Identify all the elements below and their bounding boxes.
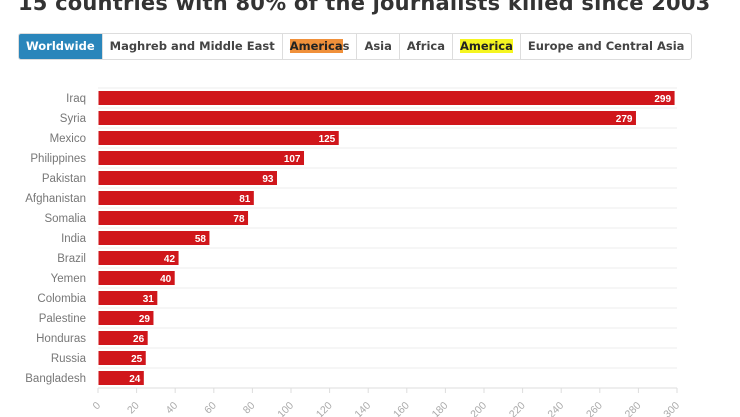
bar	[97, 210, 250, 226]
x-tick-label: 120	[314, 400, 335, 417]
x-tick-label: 140	[352, 400, 373, 417]
data-label: 279	[616, 114, 633, 125]
x-tick-label: 260	[584, 400, 605, 417]
category-label: Colombia	[37, 293, 86, 305]
tab-europe-central-asia[interactable]: Europe and Central Asia	[527, 39, 685, 53]
bar	[97, 190, 255, 206]
region-tabs: Worldwide Maghreb and Middle East Americ…	[18, 33, 693, 60]
category-label: Mexico	[50, 133, 86, 145]
category-label: Philippines	[30, 153, 86, 165]
x-tick-label: 80	[241, 400, 258, 417]
x-tick-label: 200	[468, 400, 489, 417]
x-tick-label: 40	[164, 400, 181, 417]
x-tick-label: 280	[623, 400, 644, 417]
category-label: Afghanistan	[25, 193, 86, 205]
data-label: 25	[131, 354, 143, 365]
data-label: 299	[654, 94, 671, 105]
data-label: 31	[143, 294, 155, 305]
bar	[97, 170, 278, 186]
category-label: India	[61, 233, 87, 245]
x-tick-label: 180	[430, 400, 451, 417]
search-highlight: America	[459, 39, 513, 53]
data-label: 125	[319, 134, 336, 145]
bar	[97, 350, 147, 366]
x-tick-label: 240	[545, 400, 566, 417]
category-label: Honduras	[36, 333, 86, 345]
x-tick-label: 100	[275, 400, 296, 417]
tab-america[interactable]: America	[453, 34, 521, 59]
category-label: Yemen	[51, 273, 86, 285]
bar	[97, 110, 637, 126]
chart-title: 15 countries with 80% of the journalists…	[18, 0, 711, 15]
bar	[97, 90, 676, 106]
data-label: 24	[129, 374, 141, 385]
category-label: Palestine	[39, 313, 86, 325]
bar	[97, 370, 145, 386]
data-label: 40	[160, 274, 172, 285]
category-label: Somalia	[44, 213, 86, 225]
tab-worldwide[interactable]: Worldwide	[19, 34, 103, 59]
x-tick-label: 220	[507, 400, 528, 417]
tab-maghreb-middle-east[interactable]: Maghreb and Middle East	[103, 34, 283, 59]
search-highlight: America	[289, 39, 343, 53]
tab-africa[interactable]: Africa	[400, 34, 453, 59]
data-label: 78	[233, 214, 245, 225]
tab-americas[interactable]: Americas	[283, 34, 358, 59]
bar	[97, 330, 149, 346]
x-tick-label: 300	[661, 400, 682, 417]
data-label: 29	[139, 314, 151, 325]
data-label: 26	[133, 334, 145, 345]
tab-asia[interactable]: Asia	[357, 34, 400, 59]
x-tick-label: 60	[202, 400, 219, 417]
category-label: Brazil	[57, 253, 86, 265]
category-label: Syria	[60, 113, 87, 125]
data-label: 42	[164, 254, 176, 265]
bar	[97, 230, 211, 246]
bar	[97, 150, 306, 166]
bar	[97, 290, 159, 306]
bar	[97, 130, 340, 146]
x-tick-label: 20	[125, 400, 142, 417]
data-label: 93	[262, 174, 274, 185]
category-label: Bangladesh	[25, 373, 86, 385]
bar	[97, 250, 180, 266]
data-label: 107	[284, 154, 301, 165]
data-label: 81	[239, 194, 251, 205]
category-label: Pakistan	[42, 173, 86, 185]
bar	[97, 270, 176, 286]
x-tick-label: 160	[391, 400, 412, 417]
x-tick-label: 0	[91, 400, 104, 413]
category-label: Iraq	[66, 93, 86, 105]
data-label: 58	[195, 234, 207, 245]
bar	[97, 310, 155, 326]
category-label: Russia	[51, 353, 87, 365]
